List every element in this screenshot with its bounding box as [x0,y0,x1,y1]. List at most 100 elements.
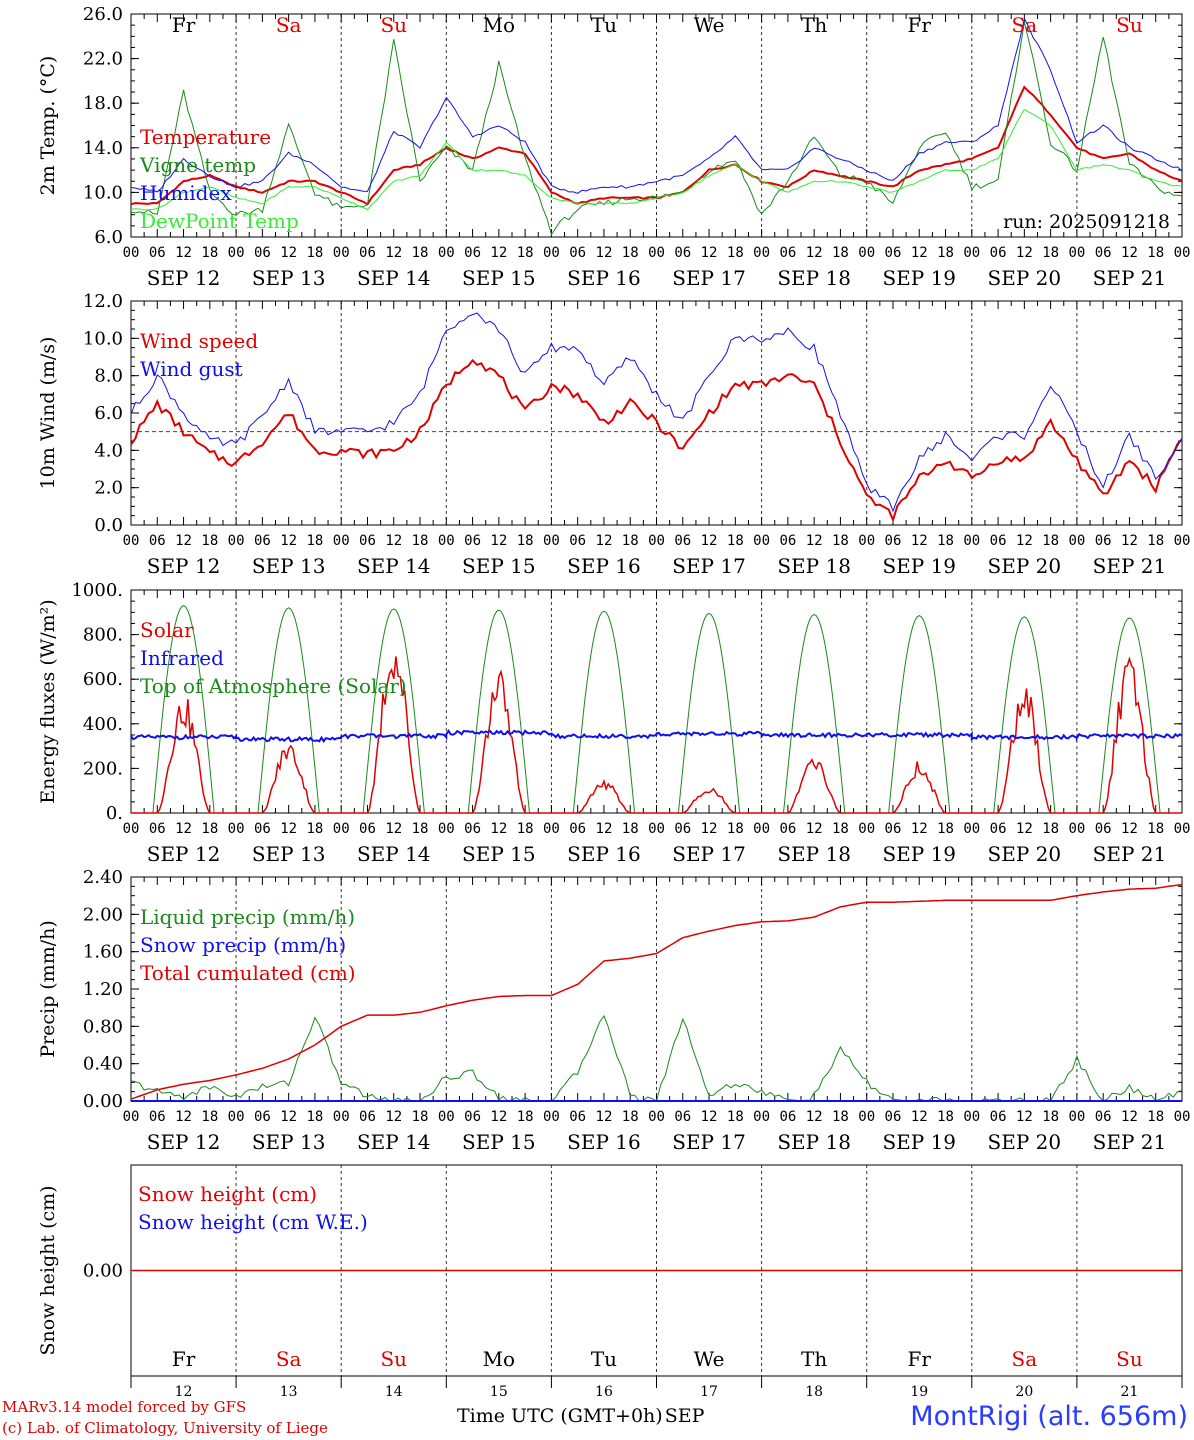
weekday-label: Fr [172,1347,196,1371]
weekday-label: We [694,1347,725,1371]
date-label: SEP 19 [882,554,956,578]
date-label: SEP 15 [462,554,536,578]
hour-label: 00 [858,533,875,549]
hour-label: 00 [1174,245,1191,261]
hour-label: 18 [1042,245,1059,261]
date-label: SEP 18 [777,842,851,866]
plot-frame [130,300,1183,526]
hour-label: 18 [412,1109,429,1125]
hour-label: 18 [727,245,744,261]
weekday-label: Su [380,1347,407,1371]
hour-label: 00 [438,533,455,549]
y-tick-label: 0.40 [83,1054,123,1075]
hour-label: 06 [885,821,902,837]
hour-label: 06 [885,245,902,261]
footer-model-credit: MARv3.14 model forced by GFS [2,1398,247,1416]
legend-temperature: Temperature [140,125,271,149]
y-tick-label: 10.0 [83,182,123,203]
hour-label: 12 [490,533,507,549]
series-line-dewpoint-temp [130,108,1183,211]
date-label: SEP 18 [777,554,851,578]
hour-label: 00 [123,821,140,837]
weekday-label: Su [1116,13,1143,37]
hour-label: 06 [779,533,796,549]
hour-label: 00 [123,1109,140,1125]
hour-label: 12 [385,821,402,837]
panel-2: 0.0 2.0 4.0 6.0 8.0 10.0 12.0 10m Wind (m/s) Win… [37,291,1190,578]
day-number: 13 [280,1384,298,1400]
y-tick-label: 22.0 [83,49,123,70]
hour-label: 06 [464,821,481,837]
hour-label: 12 [806,1109,823,1125]
hour-label: 06 [885,1109,902,1125]
hour-label: 06 [254,245,271,261]
day-number: 14 [385,1384,403,1400]
hour-label: 00 [963,533,980,549]
date-label: SEP 21 [1093,266,1167,290]
hour-label: 06 [359,533,376,549]
hour-label: 12 [1121,245,1138,261]
y-tick-label: 0.0 [94,515,123,536]
y-tick-label: 2.0 [94,478,123,499]
x-axis-title: Time UTC (GMT+0h) SEP [455,1405,704,1427]
y-tick-label: 6.0 [94,227,123,248]
day-number: 15 [490,1384,508,1400]
hour-label: 12 [701,821,718,837]
date-label: SEP 15 [462,842,536,866]
hour-label: 12 [1121,1109,1138,1125]
hour-label: 12 [175,821,192,837]
hour-label: 00 [333,821,350,837]
hour-label: 00 [648,533,665,549]
weekday-label: We [694,13,725,37]
hour-label: 06 [464,533,481,549]
hour-label: 18 [937,533,954,549]
weekday-label: Mo [483,1347,516,1371]
hour-label: 12 [1121,821,1138,837]
hour-label: 00 [333,245,350,261]
legend-snow-precip-mm-h-: Snow precip (mm/h) [140,933,346,957]
weekday-label: Sa [276,1347,302,1371]
y-tick-label: 2.40 [83,867,123,888]
hour-label: 00 [543,821,560,837]
hour-label: 18 [1147,533,1164,549]
y-axis-label: 10m Wind (m/s) [37,337,59,490]
hour-label: 00 [333,1109,350,1125]
hour-label: 06 [254,821,271,837]
hour-label: 12 [806,245,823,261]
y-tick-label: 1.20 [83,979,123,1000]
date-label: SEP 13 [252,554,326,578]
legend-snow-height-cm-: Snow height (cm) [138,1182,317,1206]
hour-label: 18 [727,533,744,549]
hour-label: 00 [228,821,245,837]
legend-wind-speed: Wind speed [140,329,258,353]
hour-label: 06 [569,821,586,837]
hour-label: 06 [569,1109,586,1125]
y-tick-label: 26.0 [83,4,123,25]
hour-label: 00 [228,533,245,549]
date-label: SEP 21 [1093,842,1167,866]
y-tick-label: 8.0 [94,366,123,387]
hour-label: 18 [412,533,429,549]
date-label: SEP 14 [357,266,431,290]
y-tick-label: 12.0 [83,291,123,312]
hour-label: 18 [517,821,534,837]
hour-label: 12 [490,821,507,837]
hour-label: 06 [990,1109,1007,1125]
hour-label: 18 [517,533,534,549]
hour-label: 18 [412,245,429,261]
hour-label: 12 [806,533,823,549]
weekday-label: Su [380,13,407,37]
date-label: SEP 12 [147,1130,221,1154]
hour-label: 18 [412,821,429,837]
hour-label: 06 [674,821,691,837]
hour-label: 00 [648,821,665,837]
hour-label: 06 [674,1109,691,1125]
hour-label: 00 [648,1109,665,1125]
series-line-toa [131,605,1182,814]
hour-label: 18 [832,245,849,261]
legend-dewpoint-temp: DewPoint Temp [140,209,299,233]
hour-label: 18 [201,533,218,549]
y-tick-label: 1.60 [83,942,123,963]
y-tick-label: 10.0 [83,328,123,349]
hour-label: 12 [911,245,928,261]
